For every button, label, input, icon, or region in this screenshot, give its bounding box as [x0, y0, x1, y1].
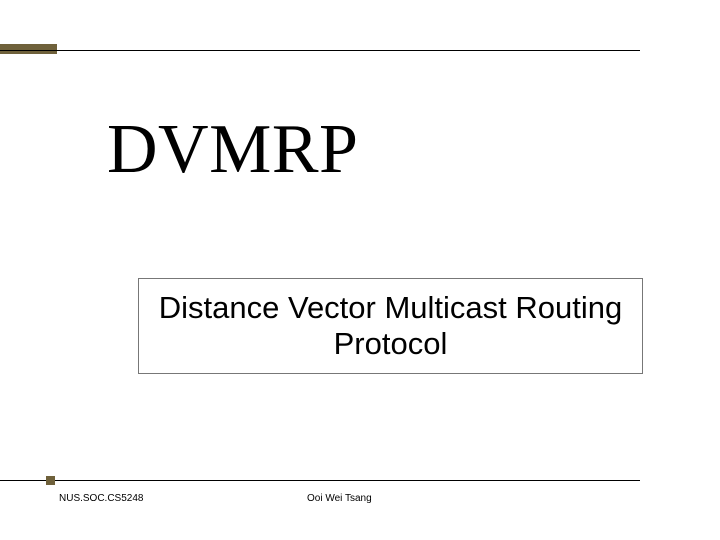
- slide-background: [0, 0, 720, 540]
- subtitle-box: Distance Vector Multicast Routing Protoc…: [138, 278, 643, 374]
- bottom-rule: [0, 480, 640, 481]
- footer-left: NUS.SOC.CS5248: [59, 493, 143, 504]
- slide-title: DVMRP: [107, 110, 358, 190]
- accent-bar: [0, 44, 57, 54]
- slide-subtitle: Distance Vector Multicast Routing Protoc…: [145, 290, 636, 362]
- footer-center: Ooi Wei Tsang: [307, 493, 372, 504]
- slide: DVMRP Distance Vector Multicast Routing …: [0, 0, 720, 540]
- bullet-square-icon: [46, 476, 55, 485]
- top-rule: [0, 50, 640, 51]
